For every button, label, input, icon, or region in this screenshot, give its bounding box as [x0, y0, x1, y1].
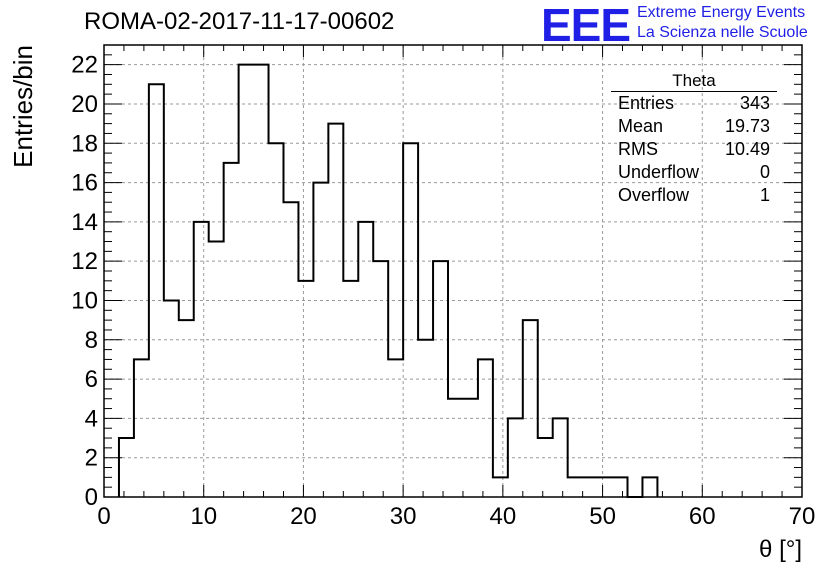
stats-value: 19.73: [724, 116, 770, 136]
y-tick-label: 10: [71, 287, 98, 314]
stats-value: 343: [739, 93, 770, 113]
x-tick-label: 40: [490, 503, 517, 530]
stats-value: 1: [759, 185, 770, 205]
x-tick-label: 20: [290, 503, 317, 530]
x-tick-label: 60: [689, 503, 716, 530]
x-tick-label: 70: [789, 503, 816, 530]
stats-row: Underflow 0: [611, 161, 777, 184]
stats-row: Entries 343: [611, 92, 777, 115]
stats-label: Mean: [618, 116, 664, 136]
x-tick-label: 10: [190, 503, 217, 530]
plot-title: ROMA-02-2017-11-17-00602: [84, 8, 395, 35]
stats-row: Mean 19.73: [611, 115, 777, 138]
y-tick-label: 4: [85, 405, 98, 432]
eee-logo: EEE: [541, 0, 631, 51]
logo-line2: La Scienza nelle Scuole: [637, 24, 808, 41]
histogram-outline: [117, 63, 659, 498]
stats-label: Underflow: [618, 162, 700, 182]
y-tick-label: 20: [71, 91, 98, 118]
y-tick-label: 8: [85, 327, 98, 354]
y-tick-label: 12: [71, 248, 98, 275]
y-tick-label: 16: [71, 170, 98, 197]
y-tick-label: 2: [85, 445, 98, 472]
stats-label: Overflow: [618, 185, 690, 205]
stats-value: 0: [759, 162, 770, 182]
x-tick-label: 0: [97, 503, 110, 530]
stats-value: 10.49: [724, 139, 770, 159]
y-tick-label: 14: [71, 209, 98, 236]
y-tick-label: 18: [71, 130, 98, 157]
stats-label: Entries: [618, 93, 675, 113]
y-tick-label: 22: [71, 52, 98, 79]
logo-line1: Extreme Energy Events: [637, 4, 806, 21]
stats-label: RMS: [618, 139, 658, 159]
x-axis-label: θ [°]: [759, 536, 802, 563]
y-axis-label: Entries/bin: [8, 45, 38, 168]
stats-box: Theta Entries 343 Mean 19.73 RMS 10.49 U…: [611, 70, 777, 207]
stats-row: Overflow 1: [611, 184, 777, 207]
stats-row: RMS 10.49: [611, 138, 777, 161]
x-tick-label: 30: [390, 503, 417, 530]
x-tick-label: 50: [589, 503, 616, 530]
y-tick-label: 0: [85, 484, 98, 511]
stats-title: Theta: [611, 70, 777, 92]
grid-lines: [104, 45, 802, 497]
y-tick-label: 6: [85, 366, 98, 393]
